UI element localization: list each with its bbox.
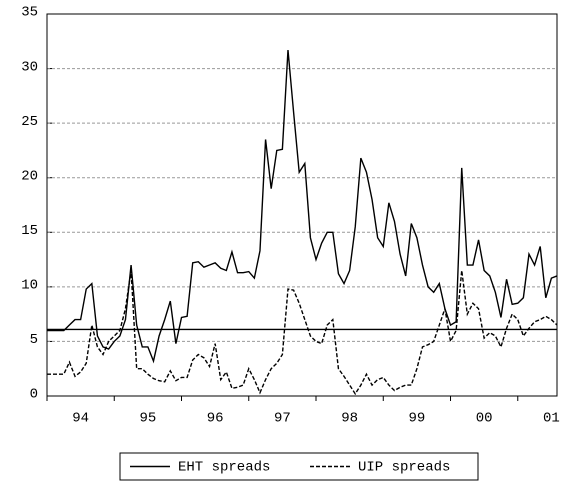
x-tick-label: 97 bbox=[274, 411, 291, 427]
y-tick-label: 5 bbox=[30, 332, 38, 348]
plot-frame bbox=[46, 13, 558, 397]
x-tick-label: 01 bbox=[543, 411, 560, 427]
y-tick-label: 10 bbox=[21, 278, 38, 294]
legend-label: UIP spreads bbox=[358, 460, 450, 476]
x-tick-label: 96 bbox=[207, 411, 224, 427]
y-tick-label: 20 bbox=[21, 168, 38, 184]
x-tick-label: 00 bbox=[476, 411, 493, 427]
series-line bbox=[47, 270, 558, 396]
x-tick-label: 95 bbox=[139, 411, 156, 427]
legend-label: EHT spreads bbox=[178, 460, 270, 476]
y-tick-label: 0 bbox=[30, 387, 38, 403]
x-tick-label: 98 bbox=[341, 411, 358, 427]
x-tick-label: 94 bbox=[72, 411, 89, 427]
y-tick-label: 30 bbox=[21, 59, 38, 75]
series-line bbox=[47, 49, 558, 364]
y-tick-label: 25 bbox=[21, 114, 38, 130]
x-tick-label: 99 bbox=[408, 411, 425, 427]
y-tick-label: 15 bbox=[21, 223, 38, 239]
y-tick-label: 35 bbox=[21, 5, 38, 21]
legend-box bbox=[119, 452, 479, 481]
